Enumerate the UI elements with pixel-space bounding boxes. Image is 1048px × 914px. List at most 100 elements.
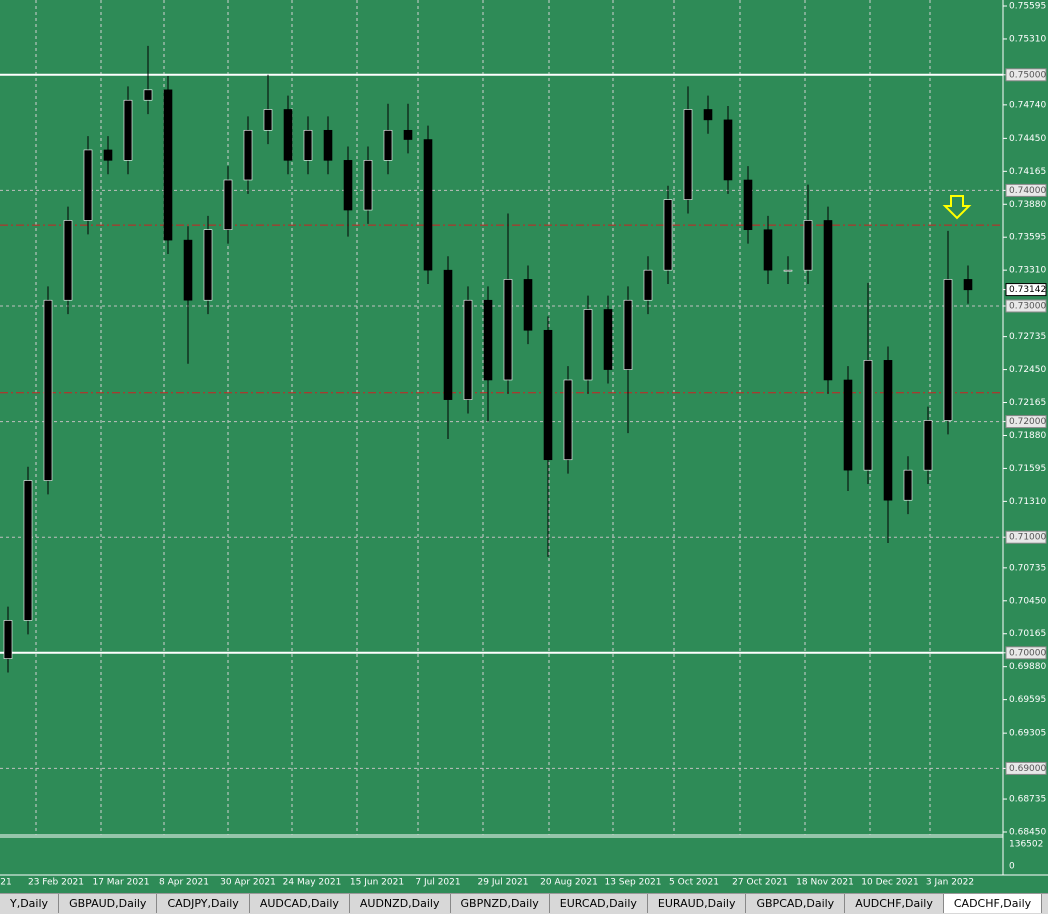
y-tick-box bbox=[1005, 299, 1047, 313]
candle-body bbox=[863, 360, 873, 471]
y-tick-label: 0.75310 bbox=[1009, 34, 1046, 44]
x-tick-label: 8 Apr 2021 bbox=[159, 878, 209, 888]
x-tick-label: 7 Jul 2021 bbox=[415, 878, 460, 888]
chart-tab[interactable]: EURCAD,Daily bbox=[550, 894, 648, 913]
y-tick-label: 0.72165 bbox=[1009, 398, 1046, 408]
x-tick-label: 20 Aug 2021 bbox=[540, 878, 598, 888]
candle-body bbox=[723, 119, 733, 181]
candle-body bbox=[843, 379, 853, 471]
candle-body bbox=[603, 309, 613, 370]
candle-body bbox=[483, 299, 493, 381]
candle-body bbox=[283, 109, 293, 161]
candle-body bbox=[963, 279, 973, 291]
candle-body bbox=[163, 89, 173, 241]
candle-body bbox=[803, 220, 813, 271]
chart-tab[interactable]: AUDNZD,Daily bbox=[350, 894, 451, 913]
candle-body bbox=[63, 220, 73, 301]
candle-body bbox=[383, 129, 393, 161]
candle-body bbox=[323, 129, 333, 161]
tab-bar: Y,Daily GBPAUD,Daily CADJPY,Daily AUDCAD,Da… bbox=[0, 893, 1048, 914]
y-tick-box bbox=[1005, 530, 1047, 544]
candle-body bbox=[183, 239, 193, 301]
chart: 21 23 Feb 2021 17 Mar 2021 8 Apr 2021 30 Apr… bbox=[0, 0, 1048, 893]
y-tick-label: 0.75595 bbox=[1009, 2, 1046, 12]
candle-body bbox=[623, 299, 633, 370]
chart-tab[interactable]: GBPNZD,Daily bbox=[451, 894, 550, 913]
x-tick-label: 18 Nov 2021 bbox=[796, 878, 854, 888]
candle-body bbox=[243, 129, 253, 181]
x-tick-label: 10 Dec 2021 bbox=[861, 878, 919, 888]
candle-body bbox=[363, 160, 373, 211]
candle-body bbox=[503, 279, 513, 381]
last-price-box bbox=[1005, 283, 1047, 297]
candle-body bbox=[423, 139, 433, 271]
candle-body bbox=[743, 179, 753, 231]
candle-body bbox=[563, 379, 573, 461]
y-tick-box bbox=[1005, 68, 1047, 82]
y-tick-label: 0.70165 bbox=[1009, 629, 1046, 639]
y-tick-label: 0.73310 bbox=[1009, 266, 1046, 276]
chart-tab[interactable]: AUDCHF,Daily bbox=[845, 894, 944, 913]
y-tick-box bbox=[1005, 415, 1047, 429]
candle-body bbox=[203, 229, 213, 301]
candle-body bbox=[223, 179, 233, 231]
y-tick-label: 0.72735 bbox=[1009, 332, 1046, 342]
chart-tab[interactable]: AUDCAD,Daily bbox=[250, 894, 350, 913]
x-tick-label: 17 Mar 2021 bbox=[92, 878, 149, 888]
y-tick-label: 0.75000 bbox=[1009, 70, 1046, 80]
x-tick-label: 15 Jun 2021 bbox=[350, 878, 404, 888]
y-tick-label: 0.74740 bbox=[1009, 100, 1046, 110]
candle-body bbox=[263, 109, 273, 131]
chart-tab[interactable]: GBPCAD,Daily bbox=[746, 894, 846, 913]
volume-tick-label: 0 bbox=[1009, 862, 1015, 872]
candle-body bbox=[443, 269, 453, 400]
y-tick-label: 0.68735 bbox=[1009, 795, 1046, 805]
y-tick-box bbox=[1005, 761, 1047, 775]
chart-tab[interactable]: CADJPY,Daily bbox=[157, 894, 250, 913]
candle-body bbox=[663, 199, 673, 271]
y-tick-label: 0.74165 bbox=[1009, 167, 1046, 177]
chart-tab[interactable]: EURAUD,Daily bbox=[648, 894, 747, 913]
candle-body bbox=[123, 99, 133, 161]
y-tick-label: 0.71000 bbox=[1009, 533, 1046, 543]
candle-body bbox=[23, 480, 33, 621]
chart-tab[interactable]: Y,Daily bbox=[0, 894, 60, 913]
candle-body bbox=[763, 229, 773, 271]
candle-body bbox=[883, 360, 893, 501]
candle-body bbox=[583, 309, 593, 381]
candle-body bbox=[543, 329, 553, 461]
y-tick-label: 0.72450 bbox=[1009, 365, 1046, 375]
chart-tab[interactable]: GBPAUD,Daily bbox=[59, 894, 158, 913]
x-tick-label: 27 Oct 2021 bbox=[732, 878, 788, 888]
y-tick-label: 0.68450 bbox=[1009, 827, 1046, 837]
candle-body bbox=[3, 620, 13, 659]
background bbox=[0, 0, 1048, 893]
y-tick-label: 0.70000 bbox=[1009, 648, 1046, 658]
y-tick-label: 0.72000 bbox=[1009, 417, 1046, 427]
volume-tick-label: 136502 bbox=[1009, 840, 1043, 850]
chart-tab[interactable]: CADCHF,Daily bbox=[943, 894, 1043, 913]
y-tick-label: 0.70735 bbox=[1009, 563, 1046, 573]
y-tick-label: 0.69305 bbox=[1009, 729, 1046, 739]
x-tick-label: 23 Feb 2021 bbox=[28, 878, 84, 888]
candle-body bbox=[683, 109, 693, 200]
last-price-label: 0.73142 bbox=[1009, 285, 1046, 295]
candle-body bbox=[643, 269, 653, 301]
candle-body bbox=[83, 149, 93, 221]
y-tick-box bbox=[1005, 183, 1047, 197]
y-tick-label: 0.73000 bbox=[1009, 302, 1046, 312]
x-tick-label: 5 Oct 2021 bbox=[669, 878, 719, 888]
x-tick-label: 13 Sep 2021 bbox=[604, 878, 661, 888]
candle-body bbox=[923, 420, 933, 471]
y-tick-label: 0.74000 bbox=[1009, 186, 1046, 196]
candle-body bbox=[463, 299, 473, 400]
x-tick-label: 24 May 2021 bbox=[283, 878, 342, 888]
x-tick-label: 21 bbox=[0, 878, 11, 888]
y-tick-label: 0.69880 bbox=[1009, 662, 1046, 672]
candle-body bbox=[103, 149, 113, 161]
y-tick-label: 0.69000 bbox=[1009, 764, 1046, 774]
candle-body bbox=[43, 299, 53, 481]
y-tick-label: 0.73595 bbox=[1009, 233, 1046, 243]
candle-body bbox=[143, 89, 153, 101]
